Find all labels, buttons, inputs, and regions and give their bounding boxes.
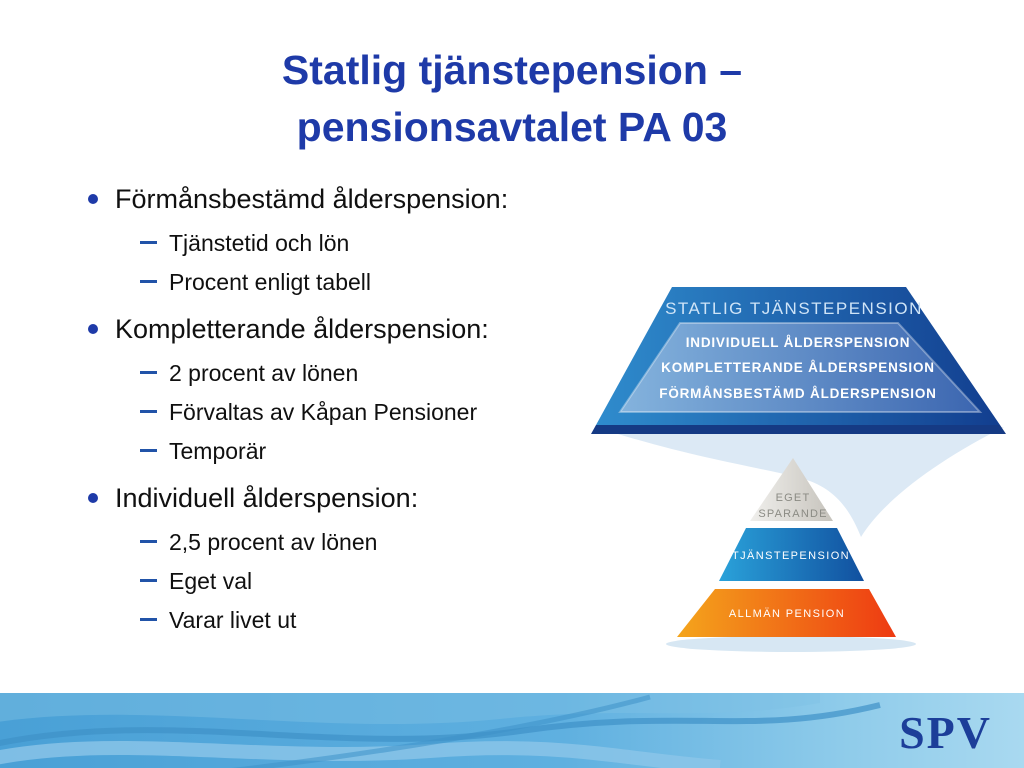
bullet-text: Förmånsbestämd ålderspension: bbox=[115, 184, 509, 214]
sub-bullet-text: 2,5 procent av lönen bbox=[169, 529, 378, 555]
trapezoid-base-bar bbox=[591, 425, 1006, 434]
trapezoid-inner bbox=[618, 322, 983, 413]
sub-bullet-item: Procent enligt tabell bbox=[140, 267, 628, 297]
dash-icon bbox=[140, 410, 157, 413]
dash-icon bbox=[140, 449, 157, 452]
bullet-item: Individuell ålderspension: bbox=[88, 482, 628, 515]
wave-light-shape bbox=[0, 693, 820, 725]
sub-bullet-item: Varar livet ut bbox=[140, 605, 628, 635]
pyramid-segment-eget-sparande bbox=[750, 458, 833, 521]
trapezoid-title: STATLIG TJÄNSTEPENSION bbox=[665, 299, 923, 318]
dash-icon bbox=[140, 241, 157, 244]
footer-waves bbox=[0, 693, 881, 768]
trapezoid-layer-formansbestamd: FÖRMÅNSBESTÄMD ÅLDERSPENSION bbox=[659, 386, 936, 401]
dash-icon bbox=[140, 579, 157, 582]
sub-bullet-item: 2,5 procent av lönen bbox=[140, 527, 628, 557]
pyramid-label-tjanstepension: TJÄNSTEPENSION bbox=[732, 550, 850, 562]
pyramid-label-allman-pension: ALLMÄN PENSION bbox=[729, 608, 845, 620]
trapezoid-layer-individuell: INDIVIDUELL ÅLDERSPENSION bbox=[686, 335, 911, 350]
sub-bullet-item: 2 procent av lönen bbox=[140, 358, 628, 388]
dash-icon bbox=[140, 371, 157, 374]
pyramid-label-sparande: SPARANDE bbox=[758, 508, 827, 520]
pension-diagram: STATLIG TJÄNSTEPENSION INDIVIDUELL ÅLDER… bbox=[580, 270, 1024, 680]
bullet-dot-icon bbox=[88, 493, 98, 503]
dash-icon bbox=[140, 280, 157, 283]
sub-bullet-text: Tjänstetid och lön bbox=[169, 230, 350, 256]
bullet-dot-icon bbox=[88, 194, 98, 204]
bullet-item: Förmånsbestämd ålderspension: bbox=[88, 183, 628, 216]
sub-bullet-text: 2 procent av lönen bbox=[169, 360, 359, 386]
sub-bullet-item: Tjänstetid och lön bbox=[140, 228, 628, 258]
bullet-group: Förmånsbestämd ålderspension: Tjänstetid… bbox=[88, 183, 628, 297]
sub-bullet-text: Temporär bbox=[169, 438, 267, 464]
bullet-text: Kompletterande ålderspension: bbox=[115, 314, 489, 344]
wave-dark-stroke-2 bbox=[231, 694, 651, 768]
pyramid-segment-allman-pension bbox=[677, 589, 896, 637]
wave-dark-stroke bbox=[0, 702, 881, 747]
bullet-group: Individuell ålderspension: 2,5 procent a… bbox=[88, 482, 628, 635]
sub-bullet-text: Eget val bbox=[169, 568, 253, 594]
bullet-item: Kompletterande ålderspension: bbox=[88, 313, 628, 346]
sub-bullet-item: Förvaltas av Kåpan Pensioner bbox=[140, 397, 628, 427]
bullet-text: Individuell ålderspension: bbox=[115, 483, 419, 513]
sub-bullet-item: Temporär bbox=[140, 436, 628, 466]
slide-title: Statlig tjänstepension – pensionsavtalet… bbox=[0, 42, 1024, 156]
wave-light-stroke bbox=[0, 741, 721, 768]
funnel-swoosh-shape bbox=[596, 427, 1004, 537]
bullet-list: Förmånsbestämd ålderspension: Tjänstetid… bbox=[88, 183, 628, 651]
pension-diagram-svg: STATLIG TJÄNSTEPENSION INDIVIDUELL ÅLDER… bbox=[591, 287, 1006, 652]
pyramid-shadow bbox=[666, 636, 916, 652]
trapezoid-layer-kompletterande: KOMPLETTERANDE ÅLDERSPENSION bbox=[661, 360, 935, 375]
spv-logo: SPV bbox=[899, 707, 992, 758]
sub-bullet-text: Procent enligt tabell bbox=[169, 269, 372, 295]
pyramid-segment-tjanstepension bbox=[719, 528, 864, 581]
bullet-dot-icon bbox=[88, 324, 98, 334]
pyramid-label-eget: EGET bbox=[776, 492, 811, 504]
sub-bullet-item: Eget val bbox=[140, 566, 628, 596]
sub-bullet-text: Varar livet ut bbox=[169, 607, 297, 633]
slide-title-line1: Statlig tjänstepension – bbox=[281, 47, 743, 93]
sub-bullet-text: Förvaltas av Kåpan Pensioner bbox=[169, 399, 478, 425]
dash-icon bbox=[140, 618, 157, 621]
footer-band: SPV bbox=[0, 693, 1024, 768]
dash-icon bbox=[140, 540, 157, 543]
bullet-group: Kompletterande ålderspension: 2 procent … bbox=[88, 313, 628, 466]
slide-title-line2: pensionsavtalet PA 03 bbox=[296, 104, 728, 150]
